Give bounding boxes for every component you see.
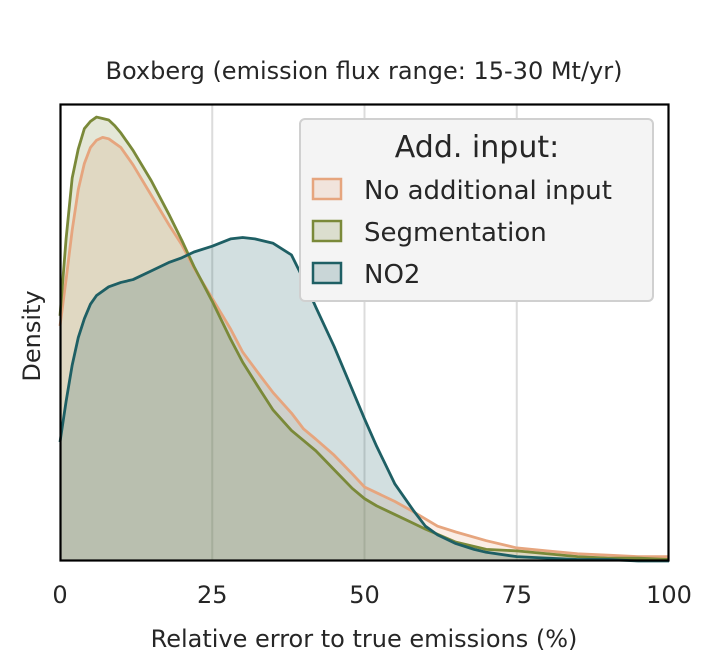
x-tick-labels: 0 25 50 75 100 (52, 581, 692, 609)
x-tick-label: 50 (349, 581, 380, 609)
x-tick-label: 75 (501, 581, 532, 609)
x-axis-label: Relative error to true emissions (%) (151, 625, 578, 653)
density-areas (60, 117, 669, 561)
x-tick-label: 0 (52, 581, 67, 609)
x-tick-label: 100 (646, 581, 692, 609)
legend: Add. input: No additional input Segmentat… (299, 118, 654, 302)
legend-box (299, 118, 654, 302)
density-lines (58, 115, 670, 563)
legend-label-1: Segmentation (364, 218, 547, 248)
series-line-1 (58, 115, 670, 561)
series-area-2 (60, 237, 669, 561)
legend-swatch-0 (311, 177, 343, 201)
legend-swatch-2 (311, 261, 343, 285)
x-tick-label: 25 (197, 581, 228, 609)
legend-swatch-1 (311, 219, 343, 243)
legend-label-0: No additional input (364, 176, 612, 206)
legend-label-2: NO2 (364, 260, 420, 290)
series-area-1 (60, 117, 669, 561)
series-line-0 (58, 135, 669, 559)
chart-title: Boxberg (emission flux range: 15-30 Mt/y… (106, 57, 623, 85)
series-area-0 (60, 137, 669, 561)
y-axis-label: Density (18, 290, 46, 381)
legend-title: Add. input: (395, 130, 559, 165)
series-line-2 (58, 236, 669, 563)
plot-frame (59, 103, 670, 562)
